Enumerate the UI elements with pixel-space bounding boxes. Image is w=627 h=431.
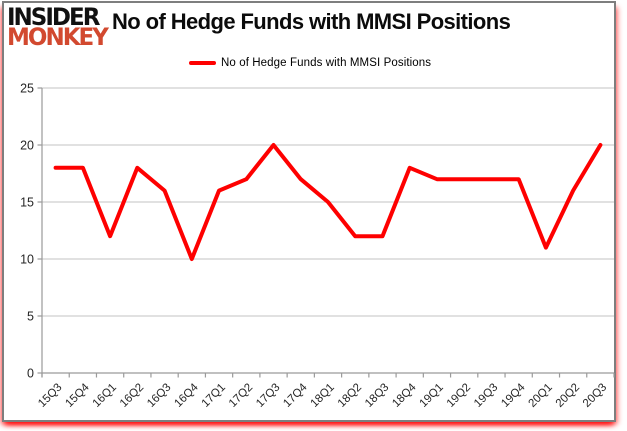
insider-monkey-logo: INSIDER MONKEY (7, 3, 109, 52)
chart-title: No of Hedge Funds with MMSI Positions (112, 9, 511, 34)
legend-label: No of Hedge Funds with MMSI Positions (221, 57, 432, 69)
logo-insider-text: INSIDER (7, 3, 100, 32)
logo-monkey-text: MONKEY (7, 23, 109, 52)
legend: No of Hedge Funds with MMSI Positions (189, 55, 431, 71)
legend-line-marker-icon (189, 61, 216, 65)
